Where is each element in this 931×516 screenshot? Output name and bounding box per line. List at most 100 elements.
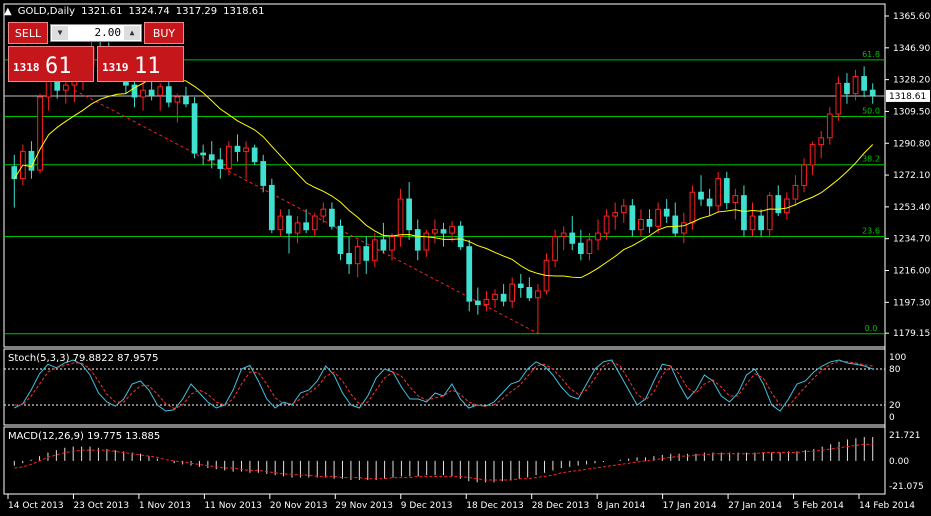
- candle-body: [423, 232, 430, 251]
- price-tick-label: 1179.15: [893, 329, 930, 339]
- fib-level-label: 23.6: [862, 226, 880, 235]
- candle-body: [354, 246, 361, 265]
- fib-level-label: 0.0: [865, 324, 878, 333]
- candle-body: [577, 242, 584, 254]
- candle-body: [389, 235, 395, 251]
- candle-body: [251, 147, 258, 163]
- candle-body: [672, 215, 679, 234]
- candle-body: [861, 76, 867, 91]
- candle-body: [226, 145, 232, 169]
- price-tick-label: 1365.60: [893, 12, 930, 22]
- macd-tick-label: 21.721: [889, 431, 921, 441]
- candle-body: [680, 222, 687, 234]
- ask-price-box[interactable]: 1319 11: [97, 46, 184, 82]
- macd-tick-label: -21.075: [889, 482, 924, 492]
- candle-body: [826, 113, 833, 139]
- lot-size-input[interactable]: 2.00: [94, 26, 122, 39]
- time-tick-label: 8 Jan 2014: [597, 501, 645, 511]
- candle-body: [706, 198, 713, 207]
- candle-body: [320, 208, 327, 217]
- macd-tick-label: 0.00: [889, 457, 909, 467]
- candle-body: [620, 205, 627, 214]
- candle-body: [62, 84, 69, 91]
- candle-body: [157, 86, 164, 96]
- time-tick-label: 17 Jan 2014: [663, 501, 717, 511]
- candle-body: [844, 82, 850, 95]
- one-click-trading-panel: SELL ▼ 2.00 ▲ BUY 1318 61 1319 11: [8, 22, 184, 82]
- candle-body: [586, 239, 593, 254]
- time-tick-label: 11 Nov 2013: [204, 501, 262, 511]
- candle-body: [277, 215, 284, 231]
- chart-header: ▲ GOLD,Daily 1321.61 1324.74 1317.29 1318.61: [4, 6, 271, 17]
- price-tick-label: 1346.90: [893, 44, 930, 54]
- candle-body: [723, 178, 730, 203]
- candle-body: [457, 225, 464, 248]
- fib-level-label: 38.2: [862, 155, 880, 164]
- price-tick-label: 1253.40: [893, 203, 930, 213]
- time-tick-label: 29 Nov 2013: [335, 501, 393, 511]
- lot-size-stepper[interactable]: ▼ 2.00 ▲: [50, 24, 142, 42]
- candle-body: [646, 218, 653, 227]
- candle-body: [560, 232, 567, 237]
- chevron-up-icon[interactable]: ▲: [124, 26, 140, 40]
- time-tick-label: 23 Oct 2013: [73, 501, 129, 511]
- candle-body: [380, 239, 387, 251]
- current-price-label: 1318.61: [889, 92, 926, 102]
- time-tick-label: 14 Feb 2014: [859, 501, 915, 511]
- candle-body: [311, 215, 318, 231]
- current-price-marker: [886, 89, 930, 102]
- chevron-down-icon[interactable]: ▼: [52, 26, 68, 40]
- candle-body: [818, 137, 825, 146]
- macd-signal-line: [14, 443, 873, 481]
- bid-price-box[interactable]: 1318 61: [8, 46, 94, 82]
- time-tick-label: 18 Dec 2013: [466, 501, 524, 511]
- sell-button[interactable]: SELL: [8, 22, 48, 44]
- candle-body: [397, 198, 404, 237]
- candle-body: [406, 198, 413, 231]
- price-tick-label: 1309.50: [893, 107, 930, 117]
- candle-body: [183, 96, 189, 105]
- candle-body: [449, 225, 455, 234]
- bid-price-prefix: 1318: [13, 61, 40, 74]
- symbol-label: GOLD,Daily: [17, 6, 76, 17]
- candle-body: [243, 147, 249, 152]
- candle-body: [732, 195, 739, 203]
- candle-body: [165, 86, 172, 103]
- candle-body: [371, 239, 378, 261]
- candle-body: [552, 235, 558, 261]
- candle-body: [37, 96, 43, 171]
- price-tick-label: 1197.30: [893, 298, 930, 308]
- collapse-arrow-icon[interactable]: ▲: [4, 6, 12, 17]
- candle-body: [208, 154, 215, 161]
- candle-body: [191, 103, 198, 154]
- candle-body: [286, 215, 292, 234]
- stoch-main-line: [14, 359, 873, 412]
- candle-body: [535, 290, 541, 299]
- buy-button[interactable]: BUY: [144, 22, 184, 44]
- candle-body: [466, 246, 473, 302]
- candle-body: [28, 150, 35, 171]
- fib-level-label: 50.0: [862, 107, 880, 116]
- stoch-tick-label: 20: [889, 401, 901, 411]
- candle-body: [492, 293, 498, 300]
- candle-body: [432, 229, 438, 234]
- candle-body: [483, 298, 490, 306]
- stoch-tick-label: 0: [889, 413, 895, 423]
- candle-body: [337, 225, 344, 254]
- price-tick-label: 1290.80: [893, 139, 930, 149]
- time-tick-label: 1 Nov 2013: [139, 501, 191, 511]
- candle-body: [801, 164, 807, 186]
- stoch-signal-line: [14, 360, 873, 410]
- candle-body: [346, 252, 352, 265]
- candle-body: [852, 76, 859, 95]
- open-value: 1321.61: [81, 6, 123, 17]
- candle-body: [595, 232, 601, 241]
- time-tick-label: 5 Feb 2014: [794, 501, 845, 511]
- time-tick-label: 14 Oct 2013: [8, 501, 64, 511]
- candle-body: [440, 229, 447, 234]
- fib-level-label: 61.8: [862, 50, 880, 59]
- candle-body: [775, 195, 782, 214]
- candle-body: [517, 283, 524, 289]
- candle-body: [294, 222, 301, 234]
